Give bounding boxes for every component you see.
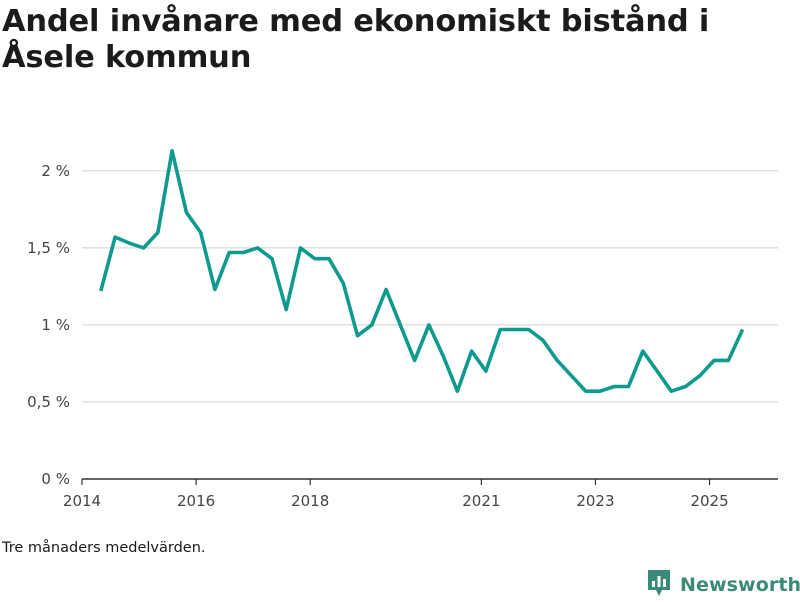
chart-title: Andel invånare med ekonomiskt bistånd i … [2,4,710,75]
series-group [99,149,745,394]
x-tick-label: 2023 [576,492,614,510]
y-axis-labels: 0 % 0,5 % 1 % 1,5 % 2 % [27,162,70,488]
grid-lines [82,170,778,403]
series-line [99,149,745,394]
x-tick-label: 2021 [462,492,500,510]
y-tick-label: 1 % [41,316,70,334]
x-tick-label: 2018 [291,492,329,510]
y-tick-label: 2 % [41,162,70,180]
y-tick-label: 0 % [41,470,70,488]
chart-footnote: Tre månaders medelvärden. [2,540,206,556]
bar-chart-flag-icon [646,568,672,602]
brand-logo[interactable]: Newsworthy [646,570,800,600]
x-tick-label: 2016 [177,492,215,510]
x-tick-label: 2014 [63,492,101,510]
y-tick-label: 0,5 % [27,393,70,411]
y-tick-label: 1,5 % [27,239,70,257]
x-tick-label: 2025 [690,492,728,510]
x-axis-ticks: 2014 2016 2018 2021 2023 2025 [63,479,729,510]
brand-name: Newsworthy [680,574,800,596]
